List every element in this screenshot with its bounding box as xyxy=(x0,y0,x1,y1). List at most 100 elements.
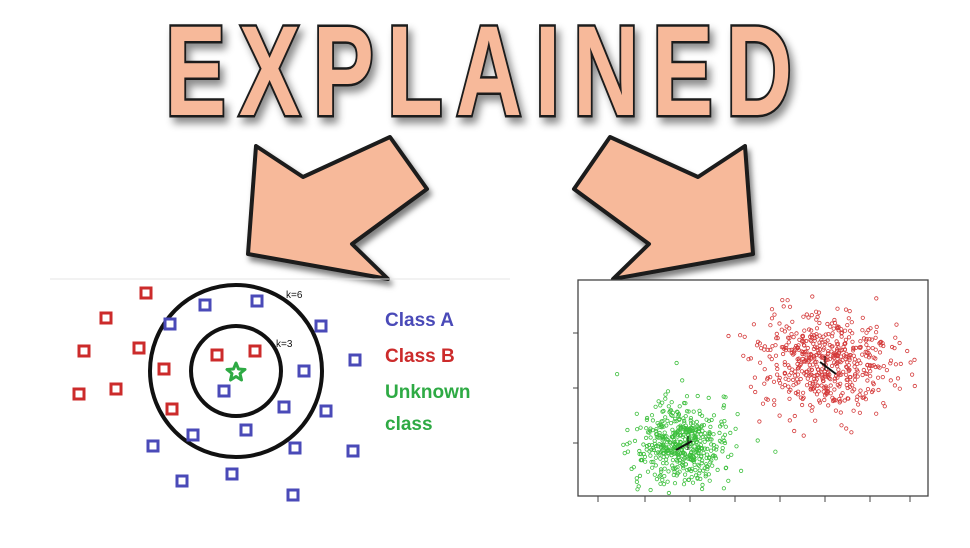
scatter-point xyxy=(668,421,674,426)
scatter-point xyxy=(873,356,878,361)
scatter-point xyxy=(672,467,677,472)
class-b-point xyxy=(77,344,91,358)
scatter-point xyxy=(792,413,797,419)
scatter-point xyxy=(638,452,644,457)
class-a-point xyxy=(286,488,300,502)
scatter-point xyxy=(912,357,917,363)
scatter-point xyxy=(795,372,801,377)
scatter-point xyxy=(908,360,913,365)
scatter-point xyxy=(658,467,664,472)
scatter-point xyxy=(800,338,805,343)
class-b-point xyxy=(99,311,113,325)
scatter-point xyxy=(795,357,800,362)
scatter-point xyxy=(844,365,849,370)
scatter-point xyxy=(849,320,854,325)
scatter-point xyxy=(665,440,670,445)
scatter-point xyxy=(625,449,631,454)
scatter-point xyxy=(641,442,646,447)
scatter-point xyxy=(850,339,855,344)
scatter-point xyxy=(674,360,679,366)
scatter-point xyxy=(786,363,791,368)
unknown-star-icon xyxy=(225,361,247,382)
scatter-point xyxy=(662,474,667,479)
scatter-point xyxy=(657,452,662,457)
scatter-point xyxy=(660,443,666,448)
scatter-point xyxy=(670,434,675,439)
knn-diagram: k=6 k=3 Class A Class B Unknown class xyxy=(50,278,510,502)
scatter-point xyxy=(719,419,724,424)
scatter-point xyxy=(805,345,810,351)
scatter-point xyxy=(681,450,686,455)
scatter-point xyxy=(677,442,683,447)
scatter-point xyxy=(835,375,840,380)
scatter-point xyxy=(812,389,817,394)
class-a-point xyxy=(250,294,264,308)
scatter-point xyxy=(709,437,714,442)
scatter-point xyxy=(830,354,836,359)
scatter-point xyxy=(867,363,873,368)
scatter-point xyxy=(674,419,679,424)
scatter-point xyxy=(675,439,680,444)
scatter-point xyxy=(790,319,795,324)
scatter-point xyxy=(781,351,786,357)
scatter-point xyxy=(752,375,757,380)
scatter-point xyxy=(850,348,856,353)
scatter-point xyxy=(817,333,822,338)
scatter-point xyxy=(699,423,704,428)
scatter-point xyxy=(660,477,665,483)
scatter-point xyxy=(671,445,677,450)
scatter-point xyxy=(717,430,722,435)
outer-radius-circle xyxy=(148,283,324,459)
scatter-point xyxy=(771,379,777,384)
scatter-point xyxy=(888,358,894,363)
scatter-point xyxy=(701,450,706,455)
scatter-point xyxy=(838,410,843,415)
scatter-point xyxy=(871,382,876,387)
scatter-point xyxy=(682,418,687,423)
scatter-point xyxy=(844,426,849,431)
scatter-point xyxy=(651,459,656,464)
scatter-point xyxy=(873,335,878,340)
scatter-point xyxy=(757,419,762,424)
scatter-point xyxy=(726,478,731,483)
scatter-point xyxy=(691,423,696,428)
scatter-point xyxy=(707,478,712,483)
scatter-point xyxy=(741,353,746,358)
scatter-point xyxy=(817,320,822,326)
scatter-point xyxy=(665,389,671,394)
k-inner-label: k=3 xyxy=(276,339,293,350)
title-banner: EXPLAINED xyxy=(163,0,790,140)
scatter-point xyxy=(878,339,884,345)
scatter-point xyxy=(657,474,662,479)
scatter-point xyxy=(683,414,688,419)
scatter-point xyxy=(846,316,851,321)
scatter-point xyxy=(661,461,666,466)
scatter-point xyxy=(842,341,847,346)
class-a-point xyxy=(225,467,239,481)
scatter-point xyxy=(683,430,688,435)
scatter-point xyxy=(817,398,822,403)
scatter-point xyxy=(865,387,871,392)
scatter-point xyxy=(721,405,726,410)
scatter-point xyxy=(809,328,814,333)
scatter-point xyxy=(852,357,857,362)
scatter-point xyxy=(654,477,660,482)
scatter-point xyxy=(687,467,692,472)
plot-frame xyxy=(577,279,929,497)
scatter-point xyxy=(822,342,827,347)
scatter-point xyxy=(865,378,870,383)
class-a-point xyxy=(277,400,291,414)
scatter-point xyxy=(893,362,898,367)
scatter-point xyxy=(686,409,691,414)
scatter-point xyxy=(812,338,817,343)
scatter-point xyxy=(664,454,669,459)
scatter-point xyxy=(787,335,792,341)
scatter-point xyxy=(839,372,844,377)
scatter-point xyxy=(711,453,716,458)
scatter-point xyxy=(717,438,722,443)
scatter-point xyxy=(697,408,702,413)
scatter-point xyxy=(694,419,699,424)
scatter-point xyxy=(817,350,822,355)
scatter-point xyxy=(836,325,841,331)
scatter-point xyxy=(653,428,659,434)
